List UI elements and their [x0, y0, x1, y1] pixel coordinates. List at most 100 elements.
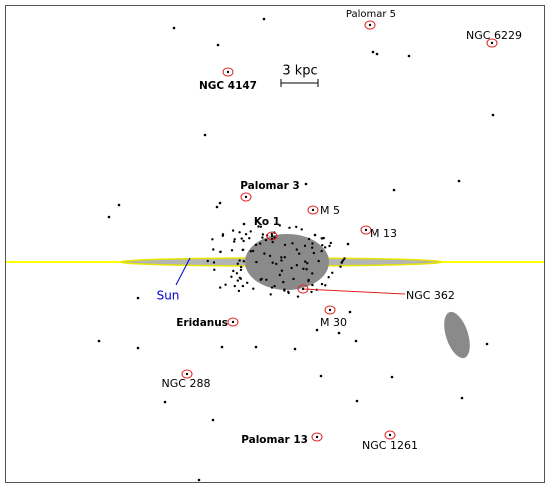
cluster-center [302, 288, 304, 290]
cluster-dot [321, 250, 323, 252]
cluster-dot [204, 134, 207, 137]
cluster-label: Palomar 5 [346, 9, 396, 20]
cluster-dot [246, 282, 248, 284]
cluster-dot [212, 248, 214, 250]
cluster-dot [280, 256, 282, 258]
scale-label: 3 kpc [282, 64, 317, 79]
cluster-dot [281, 270, 283, 272]
cluster-dot [232, 229, 234, 231]
cluster-dot [310, 291, 312, 293]
cluster-dot [372, 51, 375, 54]
cluster-dot [288, 227, 290, 229]
cluster-dot [213, 261, 215, 263]
cluster-dot [316, 329, 319, 332]
cluster-dot [259, 242, 261, 244]
cluster-dot [461, 397, 464, 400]
cluster-dot [269, 255, 271, 257]
cluster-dot [219, 202, 222, 205]
cluster-dot [306, 262, 308, 264]
cluster-dot [234, 238, 236, 240]
cluster-dot [408, 55, 411, 58]
cluster-dot [255, 244, 257, 246]
cluster-dot [231, 249, 233, 251]
cluster-dot [213, 269, 215, 271]
cluster-dot [320, 375, 323, 378]
cluster-dot [263, 18, 266, 21]
cluster-label: NGC 6229 [466, 29, 522, 42]
cluster-label: NGC 362 [406, 289, 455, 302]
cluster-dot [137, 297, 140, 300]
cluster-dot [248, 237, 250, 239]
cluster-dot [486, 343, 489, 346]
cluster-dot [118, 204, 121, 207]
cluster-dot [311, 272, 313, 274]
cluster-dot [295, 226, 297, 228]
cluster-dot [108, 216, 111, 219]
cluster-dot [391, 376, 394, 379]
cluster-dot [242, 240, 244, 242]
cluster-center [186, 373, 188, 375]
cluster-dot [137, 347, 140, 350]
cluster-dot [280, 259, 282, 261]
cluster-center [389, 434, 391, 436]
cluster-dot [230, 276, 232, 278]
cluster-dot [219, 251, 221, 253]
cluster-dot [301, 228, 303, 230]
cluster-dot [261, 236, 263, 238]
cluster-dot [240, 266, 242, 268]
cluster-dot [238, 259, 240, 261]
cluster-dot [275, 263, 277, 265]
cluster-dot [243, 223, 246, 226]
cluster-dot [284, 256, 286, 258]
cluster-dot [311, 284, 313, 286]
cluster-dot [212, 419, 215, 422]
cluster-center [312, 209, 314, 211]
cluster-dot [240, 278, 242, 280]
cluster-dot [291, 242, 293, 244]
cluster-label: Eridanus [176, 317, 228, 329]
cluster-dot [240, 269, 242, 271]
cluster-dot [211, 238, 213, 240]
sun-label: Sun [157, 289, 180, 303]
cluster-dot [233, 240, 235, 242]
cluster-dot [272, 241, 274, 243]
cluster-label: Palomar 3 [240, 180, 299, 192]
cluster-dot [321, 237, 323, 239]
cluster-dot [324, 246, 326, 248]
cluster-dot [250, 230, 252, 232]
cluster-label: M 13 [370, 227, 397, 240]
cluster-dot [311, 247, 313, 249]
cluster-center [316, 436, 318, 438]
cluster-dot [355, 340, 358, 343]
cluster-dot [234, 285, 236, 287]
cluster-dot [263, 252, 265, 254]
cluster-center [245, 196, 247, 198]
cluster-dot [237, 263, 239, 265]
cluster-dot [252, 250, 254, 252]
cluster-dot [221, 346, 224, 349]
cluster-dot [238, 290, 240, 292]
cluster-dot [298, 253, 300, 255]
cluster-dot [255, 346, 258, 349]
cluster-dot [349, 311, 352, 314]
cluster-center [271, 235, 273, 237]
cluster-dot [271, 286, 273, 288]
galactic-bulge [245, 234, 329, 290]
cluster-dot [321, 244, 323, 246]
cluster-dot [272, 262, 274, 264]
cluster-dot [341, 262, 343, 264]
cluster-dot [164, 401, 167, 404]
cluster-dot [393, 189, 396, 192]
cluster-dot [270, 293, 272, 295]
cluster-dot [282, 281, 284, 283]
cluster-dot [328, 245, 330, 247]
cluster-dot [250, 250, 252, 252]
cluster-dot [243, 260, 245, 262]
cluster-label: Palomar 13 [241, 434, 308, 446]
cluster-dot [252, 288, 254, 290]
cluster-dot [255, 261, 257, 263]
cluster-dot [242, 285, 244, 287]
cluster-dot [279, 274, 281, 276]
cluster-dot [198, 479, 201, 482]
cluster-dot [232, 270, 234, 272]
